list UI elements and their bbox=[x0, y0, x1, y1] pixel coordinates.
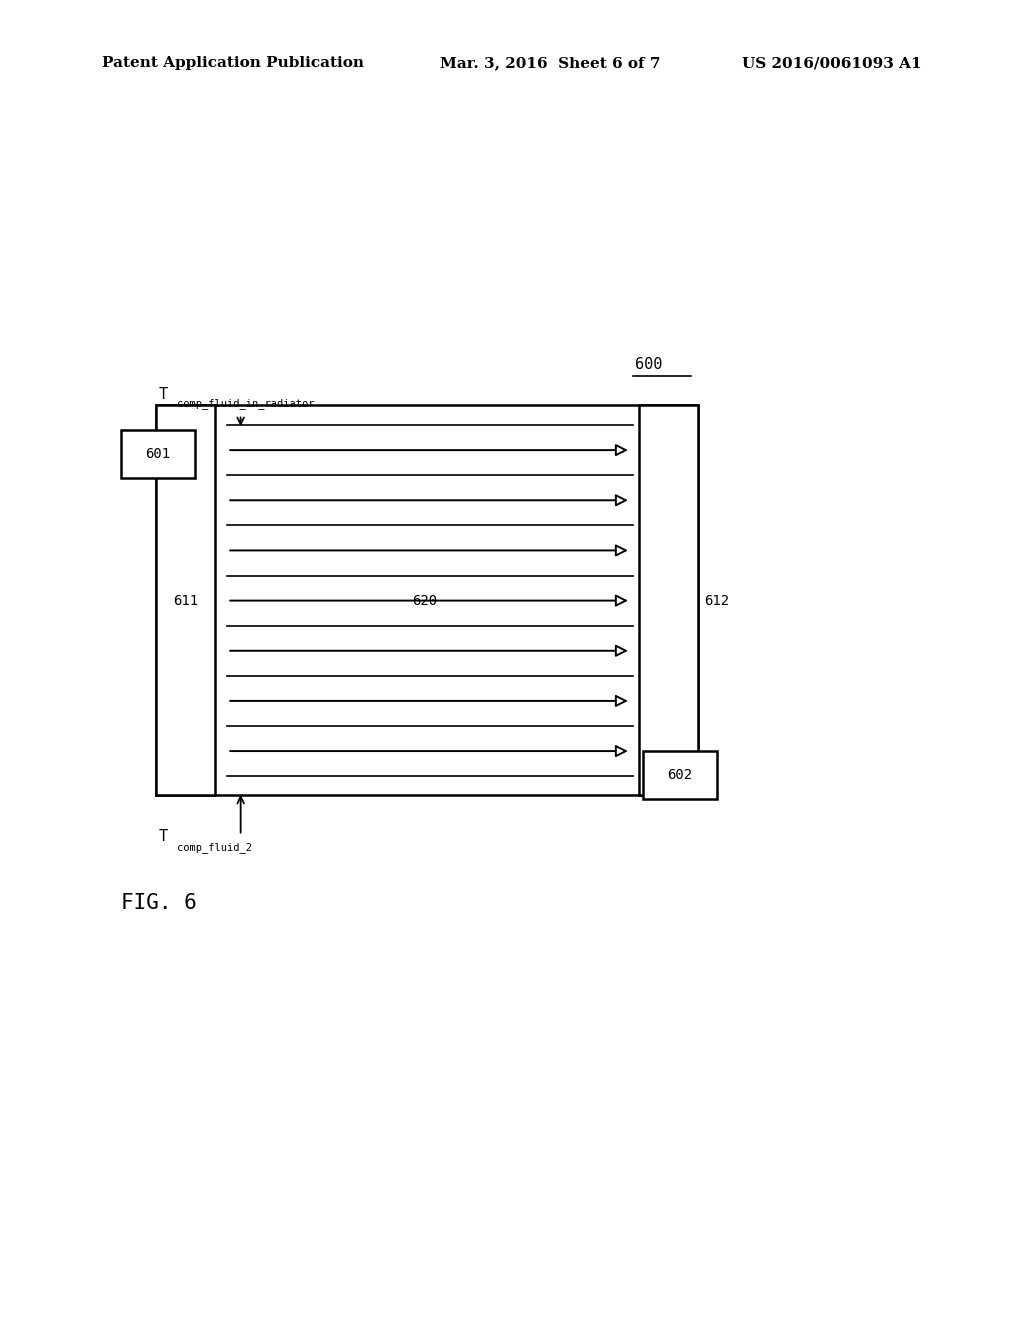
Text: 611: 611 bbox=[173, 594, 198, 607]
Text: 602: 602 bbox=[668, 768, 692, 781]
Text: 600: 600 bbox=[635, 358, 663, 372]
Text: 612: 612 bbox=[705, 594, 729, 607]
Bar bbox=[639, 405, 698, 795]
Text: T: T bbox=[159, 829, 168, 843]
Text: 620: 620 bbox=[413, 594, 437, 607]
Text: FIG. 6: FIG. 6 bbox=[121, 892, 197, 913]
Bar bbox=[643, 751, 717, 799]
Text: comp_fluid_in_radiator: comp_fluid_in_radiator bbox=[177, 399, 314, 409]
Text: 601: 601 bbox=[145, 447, 170, 461]
Text: US 2016/0061093 A1: US 2016/0061093 A1 bbox=[742, 57, 922, 70]
Bar bbox=[121, 430, 195, 478]
Text: Patent Application Publication: Patent Application Publication bbox=[102, 57, 365, 70]
Text: T: T bbox=[159, 387, 168, 401]
Text: Mar. 3, 2016  Sheet 6 of 7: Mar. 3, 2016 Sheet 6 of 7 bbox=[440, 57, 660, 70]
Bar bbox=[156, 405, 215, 795]
Bar bbox=[156, 405, 698, 795]
Text: comp_fluid_2: comp_fluid_2 bbox=[177, 842, 252, 853]
